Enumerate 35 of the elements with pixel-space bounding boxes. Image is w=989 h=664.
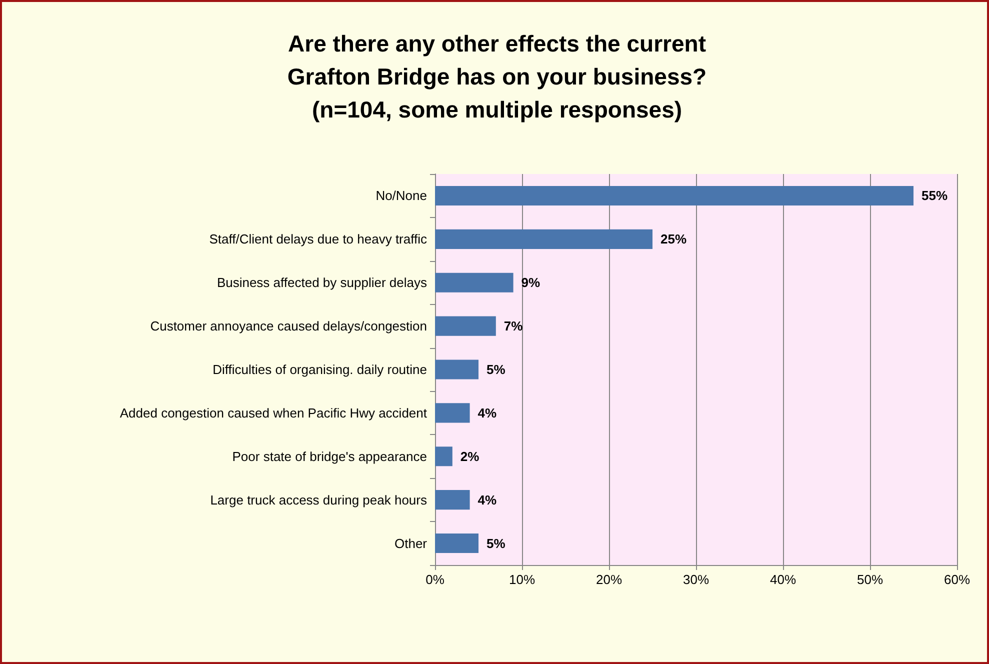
bar [435,229,652,249]
x-tick-label: 50% [856,572,884,587]
data-label: 4% [478,492,498,508]
bar [435,360,478,380]
data-label: 7% [504,318,524,334]
y-tick-label: Poor state of bridge's appearance [232,448,427,464]
y-tick-label: Other [394,536,428,551]
data-label: 9% [521,275,541,290]
data-label: 5% [486,536,506,551]
y-tick-label: Staff/Client delays due to heavy traffic [209,232,428,247]
y-tick-label: Large truck access during peak hours [210,492,428,508]
x-tick-label: 60% [944,572,970,587]
bar [435,186,914,206]
y-tick-label: Difficulties of organising. daily routine [212,362,427,377]
y-tick-label: Business affected by supplier delays [216,275,428,290]
y-tick-label: No/None [376,188,427,204]
chart-title: Are there any other effects the current Grafton Bridge has on your business? (n=104, some multiple responses) [287,30,707,122]
bar [435,403,470,423]
bar [435,446,452,466]
data-label: 55% [922,188,948,204]
data-label: 5% [486,362,506,377]
bar [435,316,496,336]
bar [435,534,478,554]
x-tick-label: 10% [508,572,536,587]
bar [435,272,514,292]
y-tick-label: Customer annoyance caused delays/congestion [150,318,427,334]
x-tick-label: 20% [596,572,622,587]
data-label: 2% [460,448,480,464]
x-tick-label: 30% [682,572,710,587]
bar [435,490,470,510]
data-label: 4% [478,405,498,420]
x-tick-label: 0% [426,572,445,587]
y-tick-label: Added congestion caused when Pacific Hwy accident [120,405,428,420]
data-label: 25% [660,232,687,247]
x-tick-label: 40% [770,572,796,587]
